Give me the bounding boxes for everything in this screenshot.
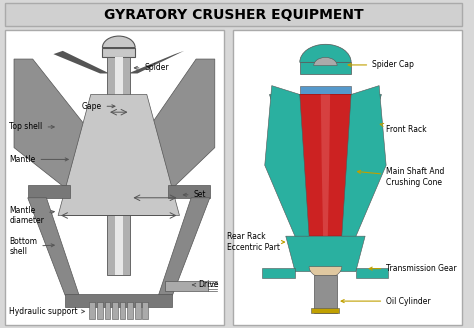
Bar bbox=[65, 294, 173, 307]
Bar bbox=[314, 275, 337, 313]
Bar bbox=[143, 302, 148, 319]
Text: Spider: Spider bbox=[134, 63, 169, 72]
Polygon shape bbox=[286, 236, 365, 272]
Text: Front Rack: Front Rack bbox=[380, 123, 427, 134]
Wedge shape bbox=[314, 57, 337, 66]
Text: Transmission Gear: Transmission Gear bbox=[369, 264, 457, 273]
Bar bbox=[168, 185, 210, 198]
Bar bbox=[112, 302, 118, 319]
Bar bbox=[120, 302, 126, 319]
Bar bbox=[135, 302, 141, 319]
Bar bbox=[356, 268, 389, 278]
Polygon shape bbox=[321, 94, 330, 236]
Text: Oil Cylinder: Oil Cylinder bbox=[341, 297, 431, 306]
Text: Drive: Drive bbox=[192, 280, 219, 289]
Wedge shape bbox=[309, 267, 342, 278]
Text: Hydraulic support: Hydraulic support bbox=[9, 307, 84, 316]
Bar bbox=[90, 302, 95, 319]
Bar bbox=[300, 86, 351, 94]
Text: Mantle: Mantle bbox=[9, 155, 68, 164]
Polygon shape bbox=[28, 198, 79, 295]
Polygon shape bbox=[342, 86, 386, 242]
FancyBboxPatch shape bbox=[5, 3, 462, 26]
Polygon shape bbox=[137, 59, 215, 186]
Text: Bottom
shell: Bottom shell bbox=[9, 237, 54, 256]
Bar bbox=[263, 268, 295, 278]
Bar bbox=[300, 62, 351, 74]
Text: GYRATORY CRUSHER EQUIPMENT: GYRATORY CRUSHER EQUIPMENT bbox=[104, 8, 363, 22]
Bar bbox=[128, 302, 133, 319]
Wedge shape bbox=[300, 44, 351, 62]
Bar bbox=[165, 281, 208, 291]
Polygon shape bbox=[54, 51, 109, 73]
Text: Set: Set bbox=[183, 190, 206, 199]
Polygon shape bbox=[14, 59, 100, 186]
Text: Rear Rack
Eccentric Part: Rear Rack Eccentric Part bbox=[228, 232, 284, 252]
Text: Mantle
diameter: Mantle diameter bbox=[9, 206, 54, 225]
Wedge shape bbox=[102, 36, 135, 48]
Polygon shape bbox=[128, 51, 184, 73]
Bar bbox=[311, 308, 339, 313]
Polygon shape bbox=[269, 94, 300, 124]
Text: Spider Cap: Spider Cap bbox=[348, 60, 414, 70]
FancyBboxPatch shape bbox=[234, 30, 462, 325]
Bar bbox=[105, 302, 110, 319]
Polygon shape bbox=[351, 94, 382, 124]
Polygon shape bbox=[58, 94, 180, 215]
Bar bbox=[107, 57, 130, 275]
Polygon shape bbox=[291, 94, 360, 236]
Polygon shape bbox=[158, 198, 210, 295]
FancyBboxPatch shape bbox=[5, 30, 224, 325]
Bar bbox=[28, 185, 70, 198]
Text: Top shell: Top shell bbox=[9, 122, 54, 132]
Bar bbox=[115, 57, 122, 275]
Bar bbox=[97, 302, 103, 319]
Bar bbox=[102, 48, 135, 57]
Polygon shape bbox=[265, 86, 309, 242]
Text: Gape: Gape bbox=[82, 102, 115, 111]
Text: Main Shaft And
Crushing Cone: Main Shaft And Crushing Cone bbox=[357, 167, 445, 187]
